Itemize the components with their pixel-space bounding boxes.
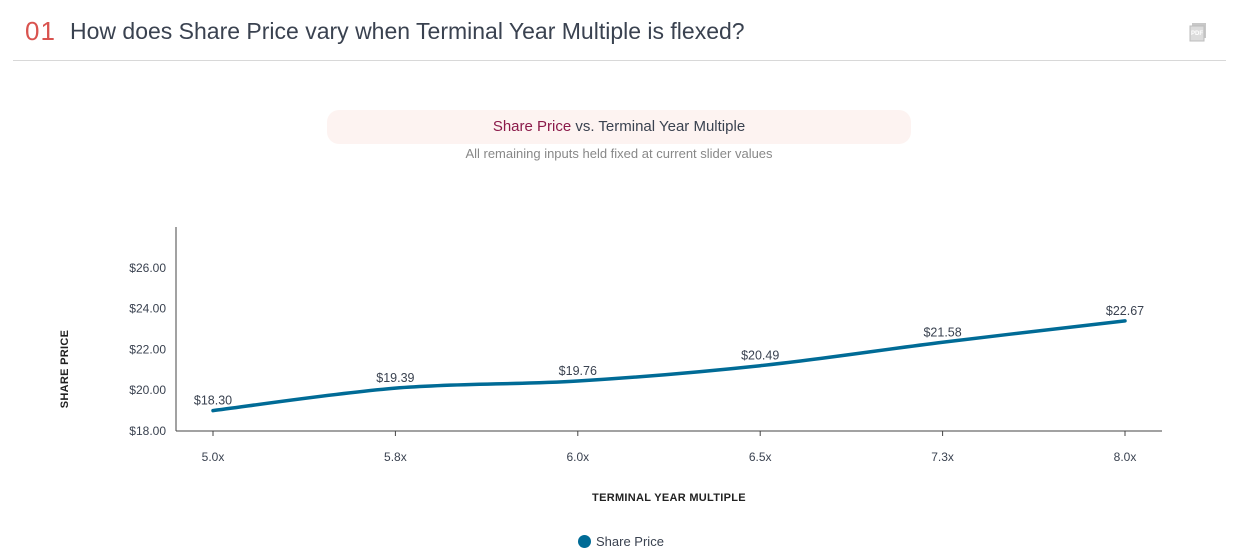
x-tick-label: 7.3x	[931, 450, 954, 464]
x-tick-label: 5.8x	[384, 450, 407, 464]
legend-label: Share Price	[596, 533, 664, 549]
chart-subtitle: All remaining inputs held fixed at curre…	[465, 146, 773, 161]
y-tick-label: $18.00	[129, 424, 166, 438]
page-title: How does Share Price vary when Terminal …	[70, 18, 745, 44]
y-axis-ticks: $18.00 $20.00 $22.00 $24.00 $26.00	[129, 261, 166, 438]
data-label: $22.67	[1106, 304, 1144, 318]
x-tick-label: 5.0x	[202, 450, 225, 464]
x-tick-label: 6.5x	[749, 450, 772, 464]
svg-text:PDF: PDF	[1191, 31, 1203, 37]
chart-legend[interactable]: Share Price	[578, 532, 664, 550]
y-axis-title: SHARE PRICE	[59, 330, 71, 408]
series-line-share-price	[211, 319, 1127, 413]
y-tick-label: $26.00	[129, 261, 166, 275]
x-tick-label: 6.0x	[566, 450, 589, 464]
data-label: $19.39	[376, 371, 414, 385]
section-number: 01	[25, 16, 56, 46]
header: 01 How does Share Price vary when Termin…	[0, 0, 1239, 62]
header-divider	[13, 60, 1226, 61]
pdf-icon[interactable]: PDF	[1189, 22, 1207, 42]
data-label: $20.49	[741, 349, 779, 363]
y-tick-label: $20.00	[129, 383, 166, 397]
chart-title-rest: vs. Terminal Year Multiple	[571, 118, 746, 135]
chart-title-accent: Share Price	[492, 118, 572, 135]
chart-series	[211, 319, 1127, 413]
data-label: $18.30	[194, 394, 232, 408]
chart-title: Share Price vs. Terminal Year Multiple	[327, 110, 911, 144]
data-labels: $18.30 $19.39 $19.76 $20.49 $21.58 $22.67	[194, 304, 1144, 408]
legend-marker	[578, 534, 591, 548]
x-tick-label: 8.0x	[1114, 450, 1137, 464]
data-label: $21.58	[923, 325, 961, 339]
y-tick-label: $22.00	[129, 342, 166, 356]
x-axis-title: TERMINAL YEAR MULTIPLE	[592, 492, 746, 504]
x-axis-ticks: 5.0x 5.8x 6.0x 6.5x 7.3x 8.0x	[202, 431, 1137, 464]
data-label: $19.76	[559, 364, 597, 378]
y-tick-label: $24.00	[129, 302, 166, 316]
chart-axes	[175, 227, 1162, 432]
